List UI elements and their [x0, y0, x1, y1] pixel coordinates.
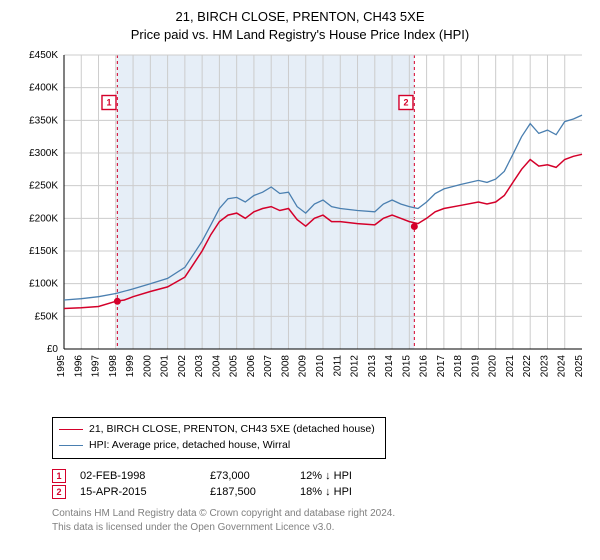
- svg-text:2004: 2004: [211, 355, 222, 378]
- svg-text:£350K: £350K: [29, 115, 58, 126]
- svg-text:2020: 2020: [488, 355, 499, 378]
- svg-text:2003: 2003: [194, 355, 205, 378]
- title-line-2: Price paid vs. HM Land Registry's House …: [12, 26, 588, 44]
- marker-icon: 1: [52, 469, 66, 483]
- svg-text:2015: 2015: [401, 355, 412, 378]
- marker-icon: 2: [52, 485, 66, 499]
- svg-text:2017: 2017: [436, 355, 447, 378]
- legend-swatch: [59, 429, 83, 430]
- transactions-table: 1 02-FEB-1998 £73,000 12% ↓ HPI 2 15-APR…: [52, 469, 588, 499]
- svg-text:£100K: £100K: [29, 279, 58, 290]
- svg-text:1998: 1998: [108, 355, 119, 378]
- svg-text:2008: 2008: [280, 355, 291, 378]
- svg-text:2009: 2009: [298, 355, 309, 378]
- legend-label: HPI: Average price, detached house, Wirr…: [89, 438, 290, 454]
- svg-text:1997: 1997: [91, 355, 102, 378]
- svg-text:2006: 2006: [246, 355, 257, 378]
- cell-vs-hpi: 18% ↓ HPI: [300, 486, 410, 498]
- cell-vs-hpi: 12% ↓ HPI: [300, 470, 410, 482]
- svg-text:1: 1: [106, 98, 111, 108]
- svg-text:2019: 2019: [470, 355, 481, 378]
- svg-text:£150K: £150K: [29, 246, 58, 257]
- svg-text:2005: 2005: [229, 355, 240, 378]
- svg-text:2012: 2012: [350, 355, 361, 378]
- cell-price: £187,500: [210, 486, 300, 498]
- svg-text:£200K: £200K: [29, 213, 58, 224]
- svg-text:1999: 1999: [125, 355, 136, 378]
- legend: 21, BIRCH CLOSE, PRENTON, CH43 5XE (deta…: [52, 417, 386, 459]
- svg-text:1995: 1995: [56, 355, 67, 378]
- svg-text:£250K: £250K: [29, 181, 58, 192]
- footer-line-2: This data is licensed under the Open Gov…: [52, 521, 588, 535]
- chart-title: 21, BIRCH CLOSE, PRENTON, CH43 5XE Price…: [12, 8, 588, 43]
- svg-text:2022: 2022: [522, 355, 533, 378]
- svg-text:2018: 2018: [453, 355, 464, 378]
- svg-text:2: 2: [403, 98, 408, 108]
- svg-text:£450K: £450K: [29, 50, 58, 61]
- legend-label: 21, BIRCH CLOSE, PRENTON, CH43 5XE (deta…: [89, 422, 375, 438]
- svg-text:2016: 2016: [419, 355, 430, 378]
- svg-text:2024: 2024: [557, 355, 568, 378]
- title-line-1: 21, BIRCH CLOSE, PRENTON, CH43 5XE: [12, 8, 588, 26]
- table-row: 2 15-APR-2015 £187,500 18% ↓ HPI: [52, 485, 588, 499]
- cell-date: 15-APR-2015: [80, 486, 210, 498]
- svg-text:£300K: £300K: [29, 148, 58, 159]
- cell-price: £73,000: [210, 470, 300, 482]
- svg-text:£0: £0: [47, 344, 59, 355]
- legend-swatch: [59, 445, 83, 446]
- svg-text:2013: 2013: [367, 355, 378, 378]
- svg-text:2001: 2001: [160, 355, 171, 378]
- svg-text:2021: 2021: [505, 355, 516, 378]
- svg-text:£50K: £50K: [35, 311, 59, 322]
- footer-line-1: Contains HM Land Registry data © Crown c…: [52, 507, 588, 521]
- svg-text:£400K: £400K: [29, 83, 58, 94]
- svg-text:1996: 1996: [73, 355, 84, 378]
- legend-item-hpi: HPI: Average price, detached house, Wirr…: [59, 438, 375, 454]
- table-row: 1 02-FEB-1998 £73,000 12% ↓ HPI: [52, 469, 588, 483]
- attribution-footer: Contains HM Land Registry data © Crown c…: [52, 507, 588, 535]
- svg-text:2011: 2011: [332, 355, 343, 377]
- svg-text:2002: 2002: [177, 355, 188, 378]
- svg-text:2023: 2023: [539, 355, 550, 378]
- svg-text:2014: 2014: [384, 355, 395, 378]
- chart: £0 £50K £100K £150K £200K £250K £300K £350K £400…: [12, 47, 588, 407]
- svg-text:2007: 2007: [263, 355, 274, 378]
- cell-date: 02-FEB-1998: [80, 470, 210, 482]
- legend-item-price-paid: 21, BIRCH CLOSE, PRENTON, CH43 5XE (deta…: [59, 422, 375, 438]
- svg-text:2000: 2000: [142, 355, 153, 378]
- svg-text:2010: 2010: [315, 355, 326, 378]
- svg-text:2025: 2025: [574, 355, 585, 378]
